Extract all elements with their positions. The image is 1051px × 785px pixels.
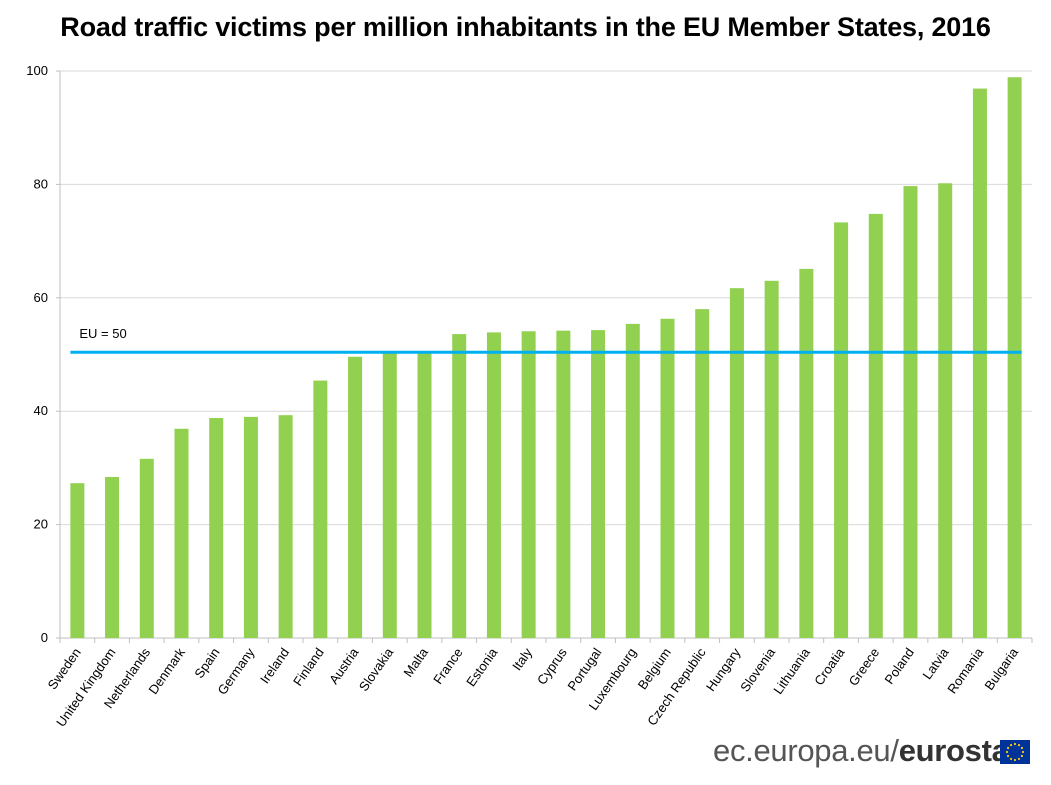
x-tick-label: Austria [326,644,362,686]
y-tick-label: 100 [26,63,48,78]
bar-romania [972,88,987,638]
bar-cyprus [556,330,571,638]
bar-belgium [660,318,675,638]
bar-ireland [278,415,293,638]
x-tick-label: Lithuania [770,644,813,696]
y-tick-label: 80 [34,176,48,191]
flag-star [1017,743,1021,747]
flag-star [1013,742,1017,746]
bar-sweden [70,483,85,638]
bar-denmark [174,428,189,638]
bar-united-kingdom [105,476,120,638]
x-tick-label: Slovakia [356,644,397,693]
eu-flag-icon [1000,740,1030,764]
axes [59,71,1032,639]
x-tick-label: Greece [845,645,882,689]
brand-site: ec.europa.eu/ [713,733,899,768]
x-tick-label: Denmark [145,645,188,697]
bar-germany [243,416,258,638]
flag-star [1017,757,1021,761]
bar-netherlands [139,458,154,638]
bar-latvia [938,183,953,639]
bar-croatia [834,222,849,638]
brand-name: eurostat [898,733,1019,768]
x-tick-label: Romania [944,644,987,696]
bar-france [452,334,467,638]
x-tick-label: Bulgaria [981,644,1021,692]
bar-finland [313,380,328,638]
eurostat-logo: ec.europa.eu/eurostat [713,733,1019,773]
flag-star [1005,750,1009,754]
flag-star [1006,746,1010,750]
y-tick-label: 40 [34,403,48,418]
x-tick-label: Poland [881,645,917,687]
x-tick-label: Italy [509,645,535,674]
x-tick-label: Malta [400,644,431,679]
x-tick-label: Cyprus [534,645,570,688]
bars [70,77,1022,639]
x-tick-label: France [430,645,465,687]
flag-star [1020,754,1024,758]
bar-greece [868,213,883,638]
flag-star [1009,757,1013,761]
eu-average-line: EU = 50 [70,326,1022,354]
x-tick-label: Latvia [919,644,952,682]
flag-star [1006,754,1010,758]
flag-star [1020,746,1024,750]
bar-slovakia [382,352,397,638]
flag-star [1021,750,1025,754]
x-tick-label: Spain [191,645,222,681]
x-tick-label: Croatia [811,644,848,688]
x-tick-label: Estonia [463,644,501,689]
bar-hungary [729,288,744,638]
x-tick-label: Finland [290,645,327,689]
bar-estonia [486,332,501,638]
y-tick-label: 20 [34,517,48,532]
bar-bulgaria [1007,77,1022,638]
y-tick-label: 60 [34,290,48,305]
bar-czech-republic [695,309,710,638]
bar-spain [209,418,224,638]
x-tick-label: Ireland [257,645,292,686]
gridlines [60,70,1032,526]
bar-lithuania [799,268,814,638]
bar-italy [521,331,536,638]
bar-portugal [591,330,606,638]
bar-malta [417,352,432,638]
chart-title: Road traffic victims per million inhabit… [60,12,991,42]
y-axis-ticks: 0 20 40 60 80 100 [26,63,60,645]
flag-star [1009,743,1013,747]
y-tick-label: 0 [41,630,48,645]
bar-slovenia [764,280,779,638]
eu-average-label: EU = 50 [79,326,126,341]
bar-luxembourg [625,323,640,638]
bar-austria [348,356,363,638]
flag-star [1013,758,1017,762]
bar-poland [903,186,918,638]
